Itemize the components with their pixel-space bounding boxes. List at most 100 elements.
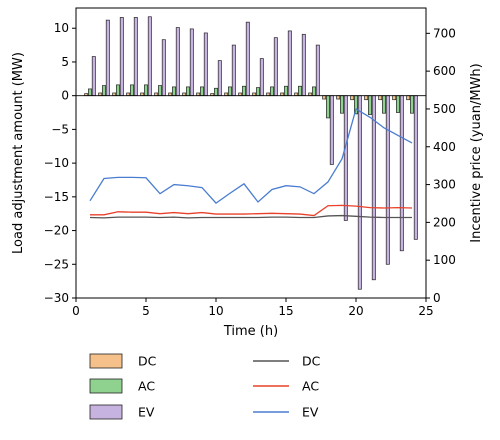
y-right-tick-label: 100 [433,253,456,267]
bar-dc-h21 [364,95,369,101]
legend: DC AC EV DC AC EV [89,353,321,420]
bar-ev-h22 [385,95,390,265]
bar-ac-h3 [116,84,120,97]
bar-ev-h13 [259,58,264,97]
bar-ev-h9 [203,32,208,97]
x-tick-label: 10 [208,304,223,318]
bar-ev-h19 [343,95,348,221]
bar-ac-h2 [102,85,106,97]
bar-ev-h14 [273,37,278,97]
x-axis-title: Time (h) [223,324,278,339]
bar-ac-h12 [242,85,246,97]
bar-ac-h1 [88,88,92,97]
line-ac [90,204,413,217]
legend-swatch-bar-dc [89,353,123,369]
bar-ac-h15 [284,85,288,97]
bar-dc-h24 [406,95,411,101]
line-dc [89,214,412,219]
bar-dc-h23 [392,95,397,101]
bar-ev-h3 [119,17,124,97]
legend-label-bar-dc: DC [138,354,157,369]
bar-ac-h16 [298,85,302,97]
bar-ev-h5 [147,16,152,97]
legend-label-line-ac: AC [302,379,319,394]
bar-dc-h20 [350,95,355,101]
bar-ev-h8 [189,28,194,97]
bar-dc-h18 [322,95,327,100]
bar-ac-h19 [340,95,344,114]
bar-ev-h10 [217,60,222,97]
y-right-tick-label: 500 [433,102,456,116]
bar-ac-h24 [410,95,414,114]
bar-ev-h2 [105,19,110,97]
bar-ev-h18 [329,95,334,165]
x-tick-label: 25 [418,304,433,318]
bar-ev-h1 [91,56,96,97]
y-axis-right-title: Incentive price (yuan/MWh) [469,63,484,242]
bar-ac-h13 [256,87,260,97]
bar-ev-h6 [161,39,166,97]
y-axis-left: −30 −25 −20 −15 −10 −5 0 5 10 [44,21,76,305]
bar-ev-h23 [399,95,404,252]
bar-ac-h21 [368,95,372,115]
y-right-tick-label: 200 [433,215,456,229]
legend-label-bar-ac: AC [138,379,155,394]
bar-ac-h9 [200,86,204,97]
bar-ev-h16 [301,33,306,97]
bar-ev-h17 [315,44,320,97]
y-right-tick-label: 300 [433,178,456,192]
y-left-tick-label: 0 [61,89,69,103]
y-left-tick-label: −5 [51,122,69,136]
x-tick-label: 0 [72,304,80,318]
bar-ac-h7 [172,86,176,97]
legend-swatch-bar-ev [89,404,123,420]
bar-ac-h11 [228,86,232,97]
y-axis-right: 0 100 200 300 400 500 600 700 [426,26,456,305]
bar-ac-h4 [130,84,134,97]
lines-layer [89,107,413,219]
bar-dc-h19 [336,95,341,100]
bar-ac-h10 [214,87,218,97]
legend-label-bar-ev: EV [138,405,155,420]
y-axis-left-title: Load adjustment amount (MW) [11,52,26,254]
y-left-tick-label: −30 [44,291,69,305]
y-left-tick-label: −25 [44,257,69,271]
bar-ac-h17 [312,86,316,97]
bar-ev-h12 [245,21,250,97]
y-left-tick-label: −15 [44,190,69,204]
bar-ac-h23 [396,95,400,113]
bar-ac-h18 [326,95,330,119]
legend-label-line-ev: EV [302,405,319,420]
bar-ev-h21 [371,95,376,281]
y-left-tick-label: 10 [54,21,69,35]
legend-swatch-bar-ac [89,378,123,394]
bars-layer [84,16,418,290]
x-tick-label: 15 [278,304,293,318]
x-tick-label: 20 [348,304,363,318]
y-right-tick-label: 0 [433,291,441,305]
bar-ev-h15 [287,30,292,97]
bar-dc-h22 [378,95,383,101]
plot-frame [75,7,427,299]
x-axis: 0 5 10 15 20 25 [72,298,434,318]
bar-ev-h4 [133,17,138,97]
legend-label-line-dc: DC [302,354,321,369]
y-left-tick-label: −20 [44,224,69,238]
y-right-tick-label: 700 [433,26,456,40]
y-left-tick-label: −10 [44,156,69,170]
bar-ev-h20 [357,95,362,290]
bar-ev-h24 [413,95,418,240]
bar-ev-h11 [231,44,236,97]
y-right-tick-label: 600 [433,64,456,78]
y-left-tick-label: 5 [61,55,69,69]
bar-ac-h14 [270,86,274,97]
bar-ac-h6 [158,85,162,97]
bar-ac-h8 [186,86,190,97]
y-right-tick-label: 400 [433,140,456,154]
bar-ac-h5 [144,84,148,97]
x-tick-label: 5 [142,304,150,318]
bar-ev-h7 [175,27,180,97]
line-ev [89,107,413,204]
bar-ac-h22 [382,95,386,114]
